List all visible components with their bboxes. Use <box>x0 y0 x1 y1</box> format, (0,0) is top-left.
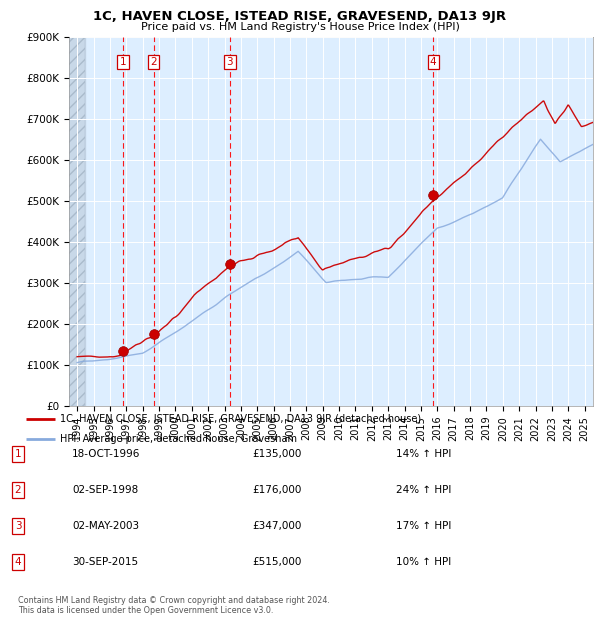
Text: HPI: Average price, detached house, Gravesham: HPI: Average price, detached house, Grav… <box>60 434 298 444</box>
Text: 02-MAY-2003: 02-MAY-2003 <box>72 521 139 531</box>
Text: 4: 4 <box>14 557 22 567</box>
Text: 3: 3 <box>14 521 22 531</box>
Text: Price paid vs. HM Land Registry's House Price Index (HPI): Price paid vs. HM Land Registry's House … <box>140 22 460 32</box>
Text: 02-SEP-1998: 02-SEP-1998 <box>72 485 138 495</box>
Text: 1: 1 <box>14 449 22 459</box>
Text: £347,000: £347,000 <box>252 521 301 531</box>
Text: 1C, HAVEN CLOSE, ISTEAD RISE, GRAVESEND, DA13 9JR: 1C, HAVEN CLOSE, ISTEAD RISE, GRAVESEND,… <box>94 10 506 23</box>
Text: 2: 2 <box>151 57 157 67</box>
Text: 2: 2 <box>14 485 22 495</box>
Text: 24% ↑ HPI: 24% ↑ HPI <box>396 485 451 495</box>
Text: 18-OCT-1996: 18-OCT-1996 <box>72 449 140 459</box>
Text: 17% ↑ HPI: 17% ↑ HPI <box>396 521 451 531</box>
Polygon shape <box>69 37 85 406</box>
Text: 3: 3 <box>227 57 233 67</box>
Text: 4: 4 <box>430 57 437 67</box>
Text: £176,000: £176,000 <box>252 485 301 495</box>
Text: £135,000: £135,000 <box>252 449 301 459</box>
Text: Contains HM Land Registry data © Crown copyright and database right 2024.
This d: Contains HM Land Registry data © Crown c… <box>18 596 330 615</box>
Text: 10% ↑ HPI: 10% ↑ HPI <box>396 557 451 567</box>
Text: 30-SEP-2015: 30-SEP-2015 <box>72 557 138 567</box>
Text: £515,000: £515,000 <box>252 557 301 567</box>
Text: 14% ↑ HPI: 14% ↑ HPI <box>396 449 451 459</box>
Text: 1C, HAVEN CLOSE, ISTEAD RISE, GRAVESEND, DA13 9JR (detached house): 1C, HAVEN CLOSE, ISTEAD RISE, GRAVESEND,… <box>60 414 421 424</box>
Text: 1: 1 <box>120 57 127 67</box>
